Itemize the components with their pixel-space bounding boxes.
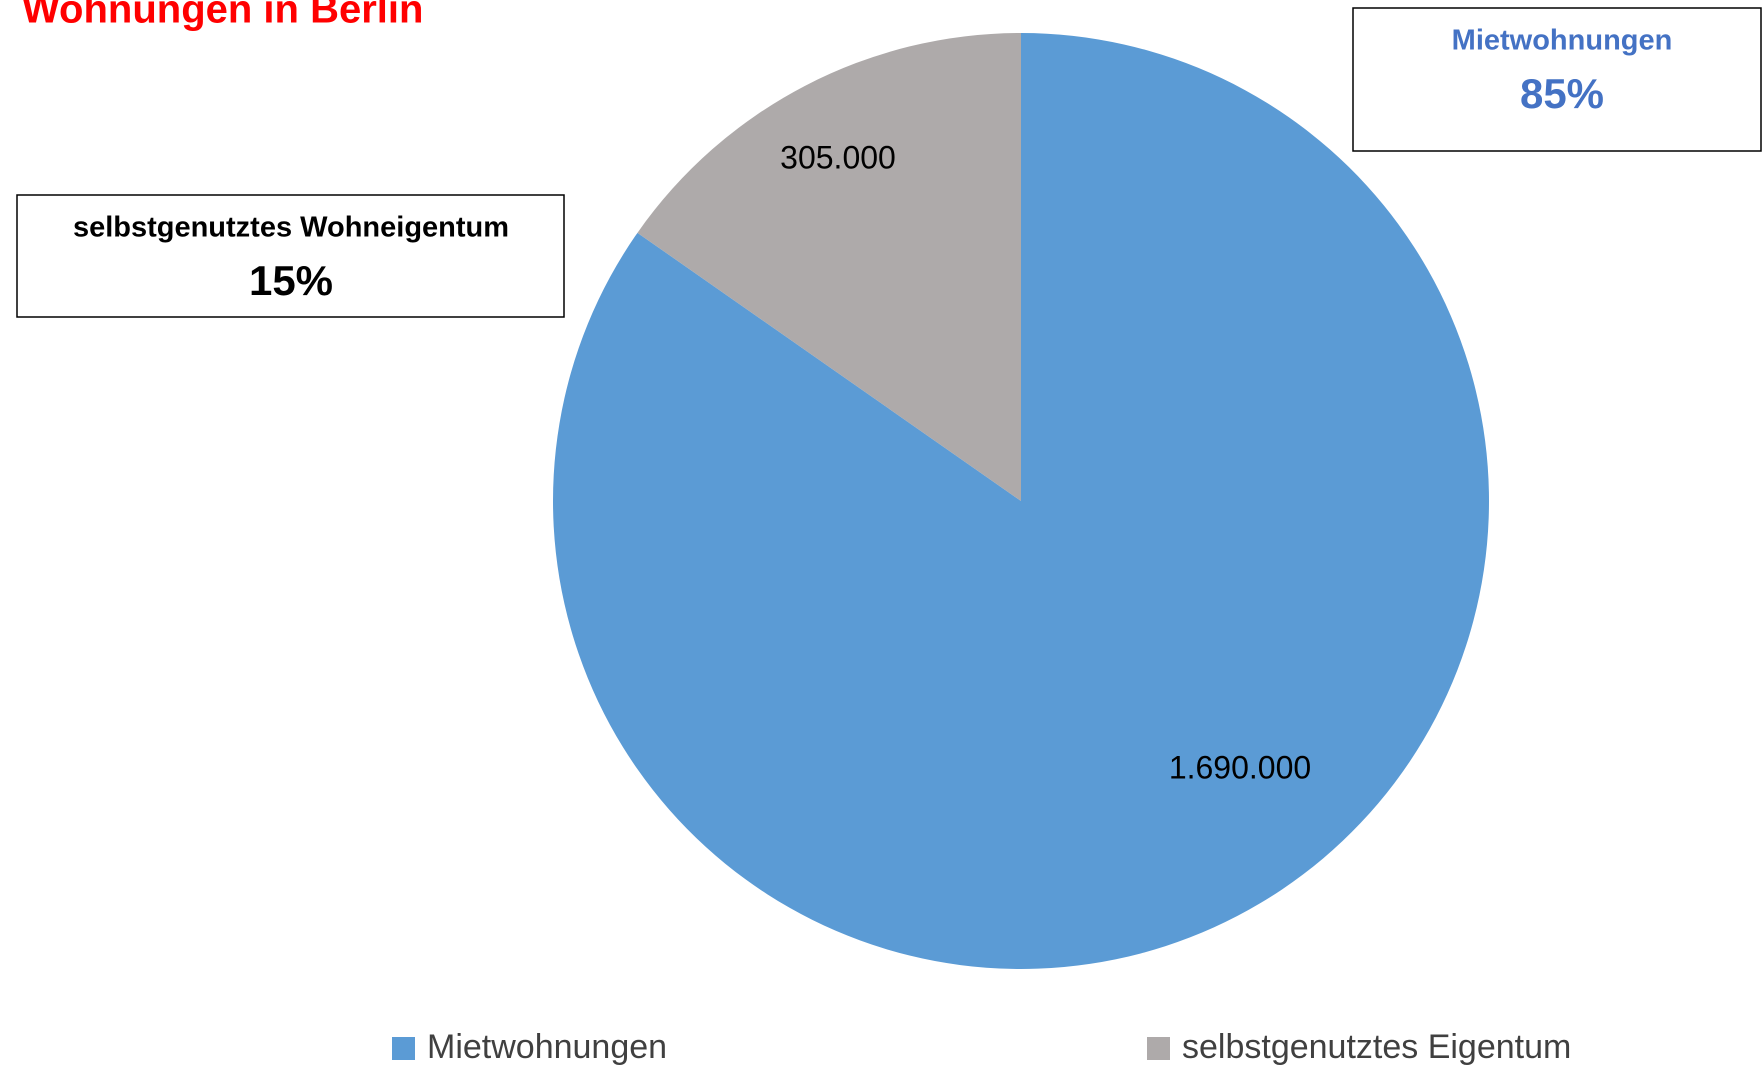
data-label: 305.000	[780, 139, 896, 175]
chart-title: Wohnungen in Berlin	[22, 0, 423, 32]
callout-box	[16, 194, 565, 318]
callout-title: selbstgenutztes Wohneigentum	[73, 212, 509, 244]
callout-percent: 85%	[1520, 70, 1604, 117]
legend-swatch	[392, 1037, 415, 1060]
callout-title: Mietwohnungen	[1452, 25, 1673, 57]
callout-percent: 15%	[249, 257, 333, 304]
legend-label: selbstgenutztes Eigentum	[1182, 1028, 1571, 1066]
pie-slice	[637, 33, 1021, 501]
legend-label: Mietwohnungen	[427, 1028, 667, 1066]
callout-box	[1352, 7, 1762, 152]
data-label: 1.690.000	[1169, 749, 1311, 785]
legend-swatch	[1147, 1037, 1170, 1060]
